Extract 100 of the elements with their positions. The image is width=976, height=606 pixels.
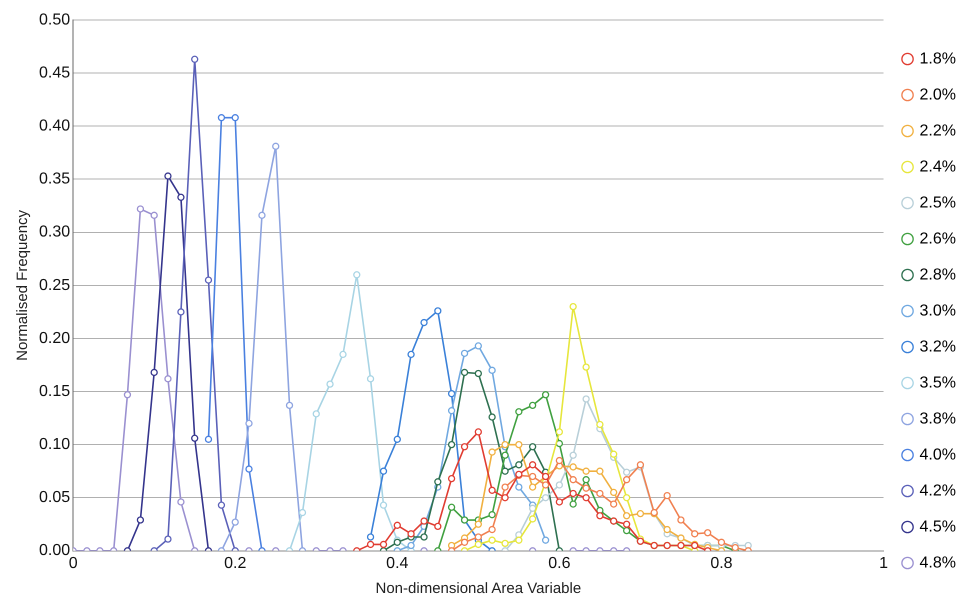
point bbox=[528, 515, 536, 523]
point bbox=[542, 391, 550, 398]
point bbox=[136, 205, 144, 213]
point bbox=[515, 461, 523, 468]
point bbox=[448, 504, 456, 511]
point bbox=[556, 481, 564, 489]
point bbox=[488, 486, 496, 494]
y-tick-label: 0.30 bbox=[39, 224, 70, 241]
point bbox=[582, 476, 590, 484]
x-axis-title: Non-dimensional Area Variable bbox=[376, 580, 582, 598]
point bbox=[407, 542, 415, 550]
point bbox=[380, 540, 388, 548]
legend-label: 2.5% bbox=[920, 194, 956, 212]
point bbox=[488, 526, 496, 534]
point bbox=[380, 502, 388, 509]
point bbox=[353, 271, 360, 278]
legend-label: 2.6% bbox=[920, 230, 956, 248]
point bbox=[177, 498, 185, 506]
point bbox=[366, 533, 374, 541]
x-tick-label: 0.6 bbox=[548, 554, 571, 572]
point bbox=[218, 502, 226, 509]
point bbox=[677, 516, 685, 524]
point bbox=[556, 428, 564, 436]
point bbox=[610, 450, 618, 458]
y-tick-label: 0.20 bbox=[39, 330, 70, 347]
y-tick-label: 0.40 bbox=[39, 118, 70, 135]
x-tick-label: 0.2 bbox=[224, 554, 246, 572]
point bbox=[570, 463, 577, 471]
point bbox=[582, 395, 590, 403]
y-tick-label: 0.45 bbox=[39, 64, 70, 82]
point bbox=[528, 483, 536, 491]
point bbox=[596, 468, 604, 475]
point bbox=[542, 494, 550, 502]
point bbox=[622, 476, 630, 484]
point bbox=[474, 520, 482, 528]
point bbox=[164, 375, 172, 382]
point bbox=[501, 452, 509, 459]
point bbox=[298, 508, 306, 516]
point bbox=[434, 522, 442, 530]
point bbox=[394, 436, 401, 443]
point bbox=[286, 402, 294, 410]
point bbox=[245, 465, 253, 473]
point bbox=[407, 350, 415, 358]
point bbox=[570, 302, 577, 310]
point bbox=[136, 516, 144, 524]
legend-label: 4.5% bbox=[920, 518, 956, 536]
y-tick-label: 0.50 bbox=[39, 11, 70, 28]
point bbox=[232, 518, 239, 526]
point bbox=[164, 172, 172, 180]
point bbox=[622, 468, 630, 476]
point bbox=[124, 391, 132, 398]
legend-label: 2.2% bbox=[920, 122, 956, 140]
point bbox=[177, 194, 185, 201]
point bbox=[312, 410, 320, 418]
point bbox=[610, 488, 618, 496]
point bbox=[596, 512, 604, 520]
x-tick-label: 0.4 bbox=[386, 554, 409, 572]
point bbox=[664, 492, 671, 500]
point bbox=[488, 366, 496, 374]
point bbox=[596, 490, 604, 498]
y-tick-label: 0.15 bbox=[39, 382, 70, 400]
point bbox=[622, 520, 630, 528]
x-tick-label: 0.8 bbox=[710, 554, 733, 572]
point bbox=[570, 500, 577, 508]
legend-label: 2.0% bbox=[920, 86, 956, 104]
legend-label: 3.2% bbox=[920, 338, 956, 356]
point bbox=[501, 494, 509, 502]
point bbox=[460, 443, 468, 450]
point bbox=[488, 413, 496, 421]
y-tick-label: 0.10 bbox=[39, 436, 70, 454]
point bbox=[556, 456, 564, 464]
point bbox=[528, 443, 536, 450]
point bbox=[326, 380, 334, 388]
point bbox=[528, 461, 536, 468]
point bbox=[610, 500, 618, 508]
y-tick-label: 0.25 bbox=[39, 276, 70, 294]
point bbox=[204, 276, 212, 284]
point bbox=[272, 142, 280, 150]
legend-label: 4.2% bbox=[920, 482, 956, 500]
x-tick-label: 1 bbox=[879, 554, 888, 572]
point bbox=[474, 540, 482, 548]
point bbox=[515, 536, 523, 544]
point bbox=[434, 307, 442, 315]
point bbox=[582, 484, 590, 492]
legend-label: 3.8% bbox=[920, 410, 956, 428]
legend-label: 2.8% bbox=[920, 266, 956, 284]
legend-label: 3.5% bbox=[920, 374, 956, 392]
point bbox=[177, 308, 185, 316]
point bbox=[460, 368, 468, 376]
point bbox=[664, 526, 671, 534]
point bbox=[150, 212, 158, 219]
point bbox=[622, 494, 630, 502]
point bbox=[204, 436, 212, 443]
y-tick-label: 0.05 bbox=[39, 489, 70, 506]
legend-label: 4.8% bbox=[920, 554, 956, 572]
legend-label: 1.8% bbox=[920, 50, 956, 68]
point bbox=[501, 468, 509, 475]
point bbox=[434, 478, 442, 486]
point bbox=[420, 517, 428, 525]
point bbox=[407, 530, 415, 538]
